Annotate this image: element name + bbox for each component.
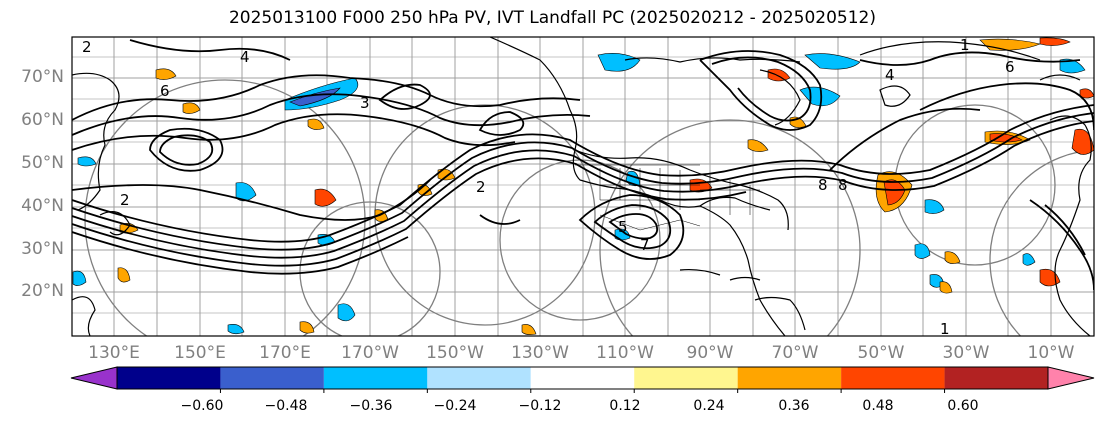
- colorbar-tick-label: 0.12: [609, 398, 641, 414]
- contour-label: 1: [960, 36, 970, 54]
- contour-label: 4: [885, 66, 895, 84]
- contour-label: 8: [818, 176, 828, 194]
- colorbar-segment: [530, 367, 635, 389]
- contour-labels: 2 4 6 3 2 5 7 8 1 2 4 6 8 1: [82, 36, 1015, 338]
- colorbar-tick-label: −0.60: [180, 398, 224, 414]
- colorbar-tick-label: 0.36: [778, 398, 810, 414]
- colorbar-tick-label: −0.24: [433, 398, 477, 414]
- colorbar-tick-label: −0.48: [264, 398, 308, 414]
- map-frame: [71, 36, 1095, 337]
- contour-label: 6: [1005, 58, 1015, 76]
- lon-label-90w: 90°W: [686, 343, 734, 363]
- lon-label-30w: 30°W: [942, 343, 990, 363]
- colorbar-segment: [427, 367, 531, 389]
- colorbar-tick-label: 0.24: [693, 398, 725, 414]
- lon-label-150e: 150°E: [174, 343, 226, 363]
- lat-label-30n: 30°N: [21, 239, 64, 259]
- lon-label-110w: 110°W: [596, 343, 654, 363]
- contour-label: 7: [640, 236, 650, 254]
- colorbar-tick-label: 0.60: [947, 398, 979, 414]
- lat-label-60n: 60°N: [21, 110, 64, 130]
- lon-label-170w: 170°W: [341, 343, 399, 363]
- lon-label-130e: 130°E: [88, 343, 140, 363]
- colorbar-tick-label: 0.48: [862, 398, 894, 414]
- map-title: 2025013100 F000 250 hPa PV, IVT Landfall…: [228, 8, 876, 28]
- lon-label-150w: 150°W: [426, 343, 484, 363]
- colorbar: [70, 366, 1095, 393]
- contour-label: 1: [940, 320, 950, 338]
- colorbar-segment: [944, 367, 1048, 389]
- colorbar-outline: [116, 366, 1049, 390]
- colorbar-segment: [117, 367, 221, 389]
- colorbar-segment: [737, 367, 842, 389]
- lon-label-130w: 130°W: [511, 343, 569, 363]
- colorbar-tick-label: −0.36: [349, 398, 393, 414]
- lon-label-50w: 50°W: [857, 343, 905, 363]
- borders: [575, 164, 760, 231]
- colorbar-extend-low: [70, 366, 118, 390]
- lon-label-10w: 10°W: [1027, 343, 1075, 363]
- lat-label-40n: 40°N: [21, 196, 64, 216]
- contour-label: 5: [618, 218, 628, 236]
- lat-label-70n: 70°N: [21, 67, 64, 87]
- colorbar-tick-label: −0.12: [518, 398, 562, 414]
- colorbar-segment: [323, 367, 428, 389]
- contour-label: 2: [476, 178, 486, 196]
- lat-label-50n: 50°N: [21, 153, 64, 173]
- contour-label: 6: [160, 82, 170, 100]
- contour-label: 3: [360, 94, 370, 112]
- contour-label: 2: [82, 38, 92, 56]
- colorbar-segment: [634, 367, 738, 389]
- pv-contours: [72, 39, 1094, 291]
- lon-label-170e: 170°E: [259, 343, 311, 363]
- contour-label: 2: [120, 191, 130, 209]
- lon-label-70w: 70°W: [771, 343, 819, 363]
- contour-label: 4: [240, 48, 250, 66]
- contour-label: 8: [838, 176, 848, 194]
- colorbar-segment: [841, 367, 945, 389]
- colorbar-extend-high: [1047, 366, 1095, 390]
- lat-label-20n: 20°N: [21, 281, 64, 301]
- colorbar-segment: [220, 367, 324, 389]
